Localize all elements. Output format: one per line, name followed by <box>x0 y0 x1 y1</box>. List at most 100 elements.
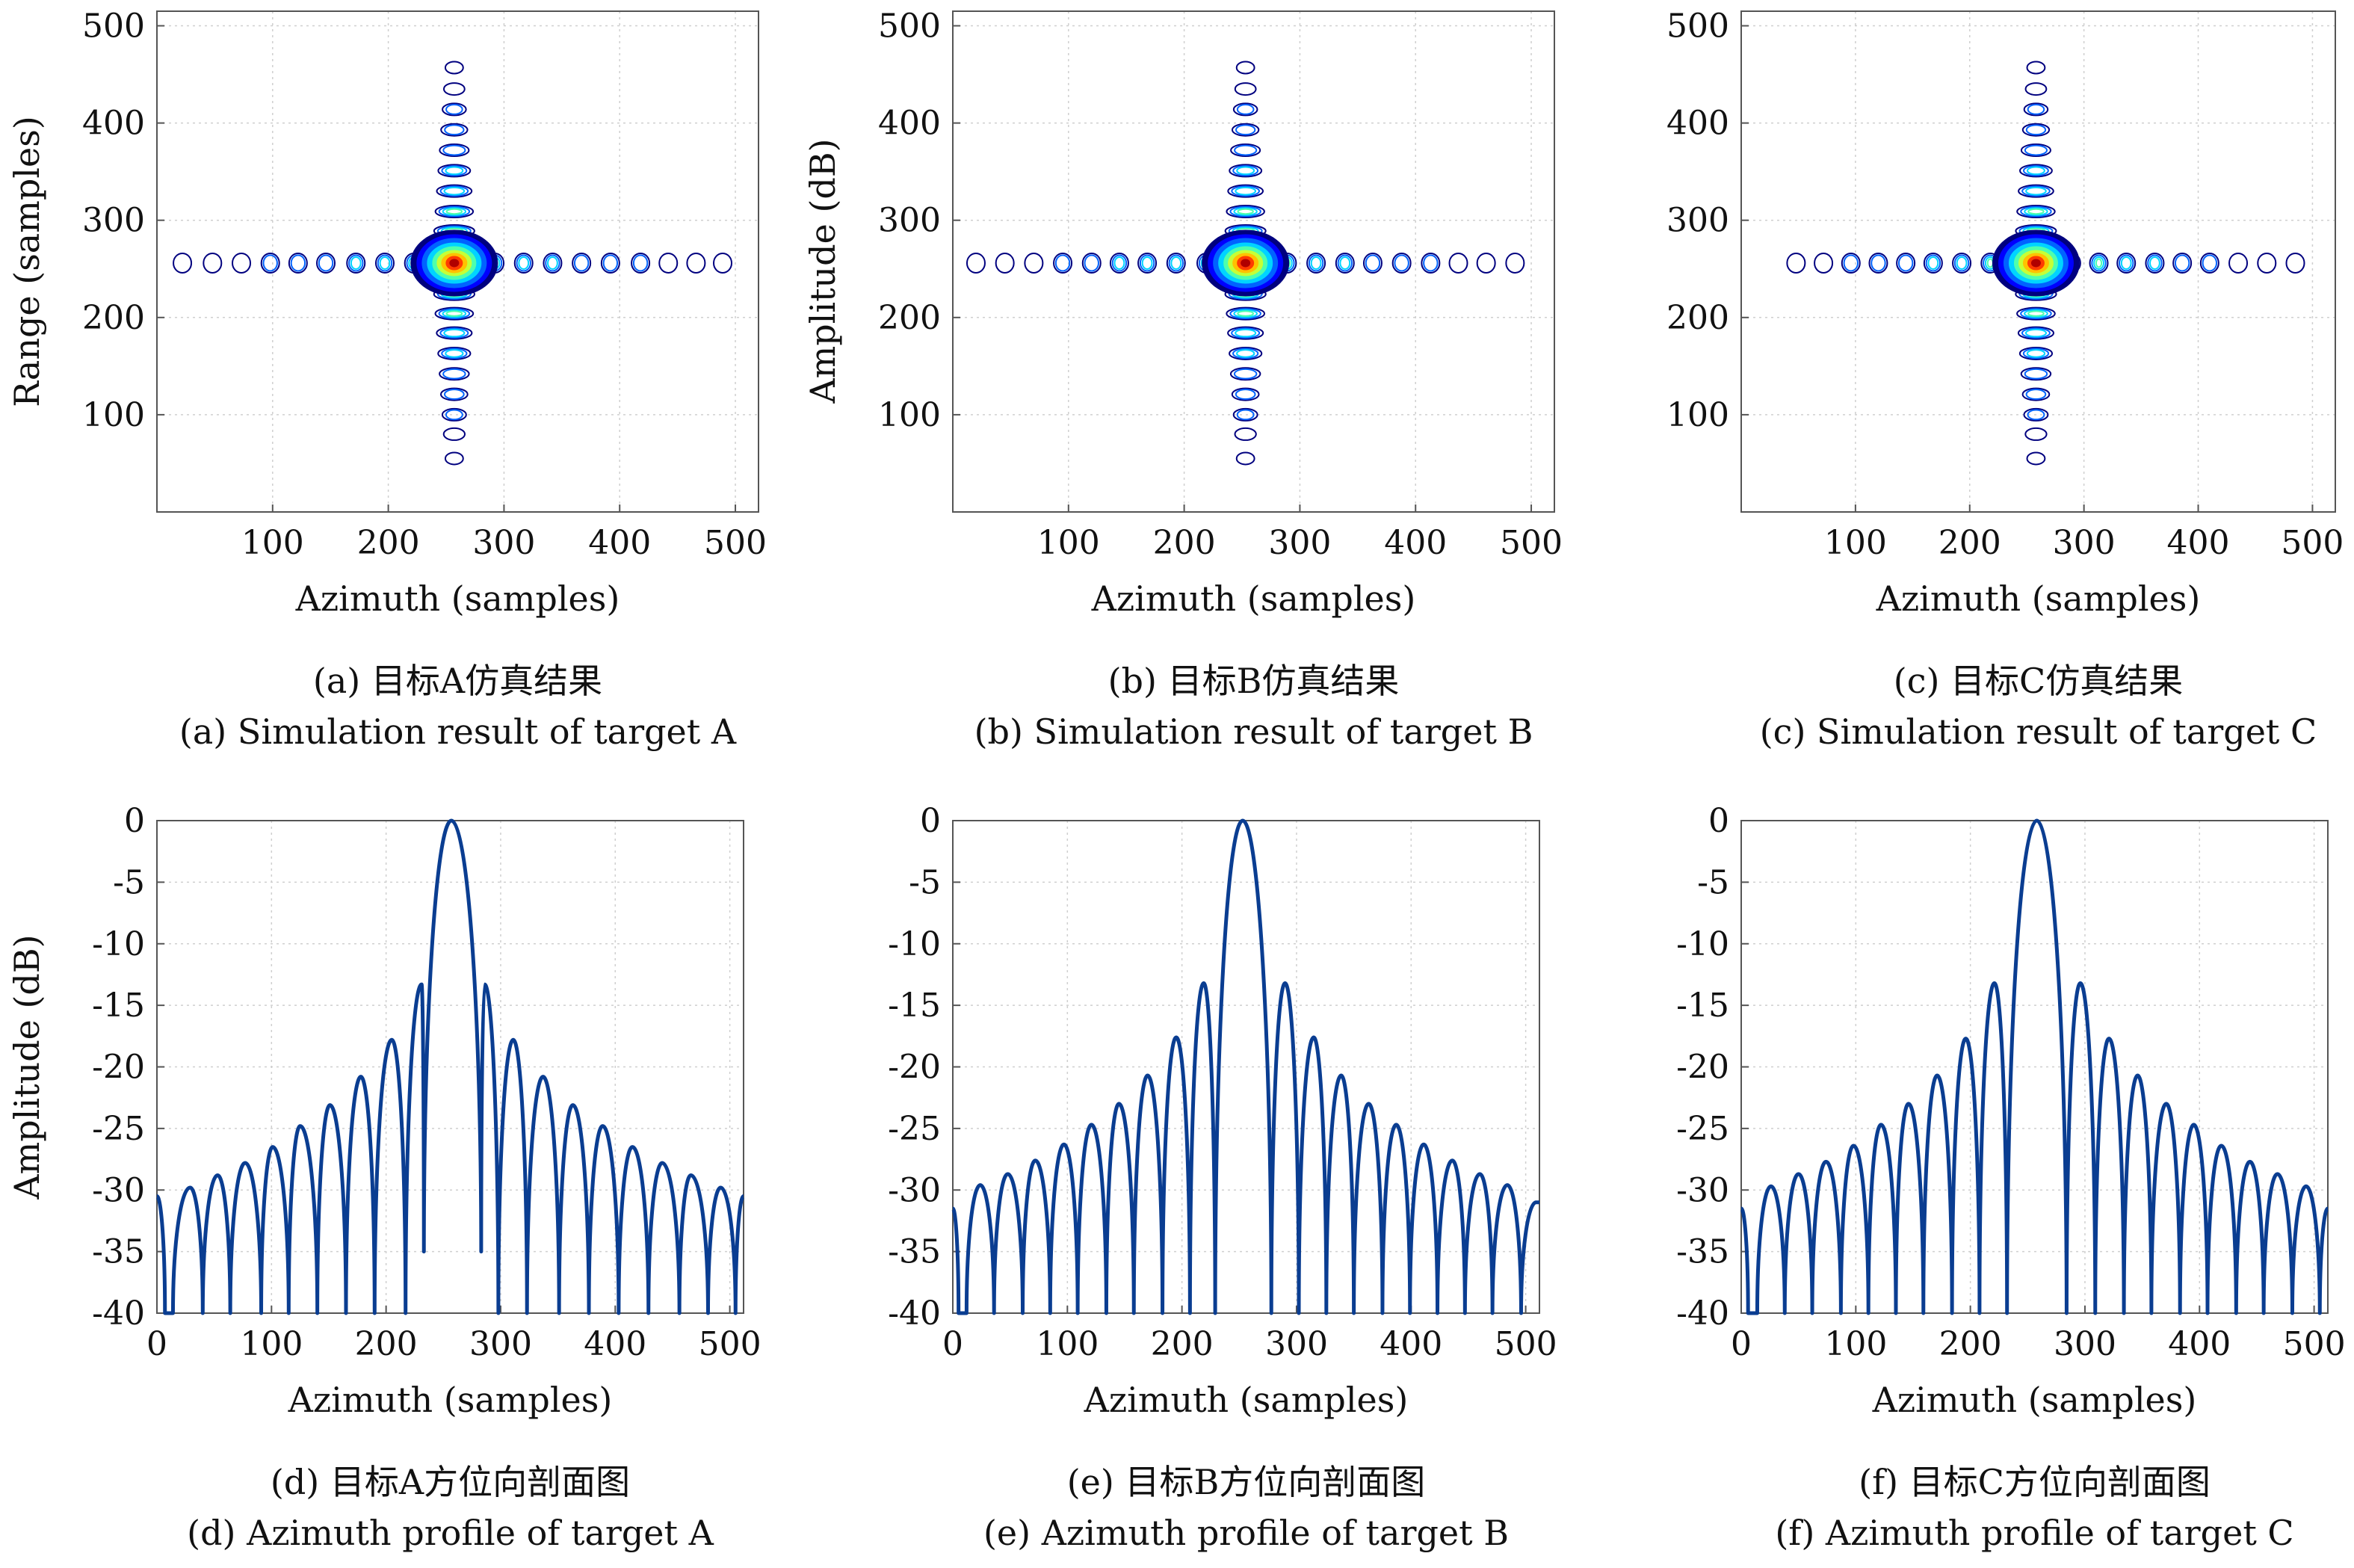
range-sidelobe <box>439 367 470 381</box>
range-sidelobe <box>2024 82 2048 96</box>
range-sidelobe <box>1226 205 1265 218</box>
range-sidelobe <box>445 103 463 115</box>
range-sidelobe <box>1235 186 1257 196</box>
x-tick-label: 500 <box>2281 524 2344 562</box>
range-sidelobe <box>1237 208 1254 215</box>
range-sidelobe <box>1235 328 1257 338</box>
range-sidelobe <box>1232 164 1259 176</box>
caption-en: (a) Simulation result of target A <box>179 712 737 752</box>
panel-d: 0 100 200 300 400 500 0 -5 -10 -15 -20 -25 -30 -35 -40… <box>7 802 762 1553</box>
range-sidelobe <box>1234 82 1257 96</box>
range-sidelobe <box>1236 409 1255 421</box>
azimuth-sidelobe <box>1421 252 1441 274</box>
y-tick-label: -10 <box>92 925 145 963</box>
range-sidelobe <box>2023 102 2049 117</box>
range-sidelobe <box>434 306 475 321</box>
range-sidelobe <box>1236 166 1255 176</box>
y-tick-label: 100 <box>82 396 145 434</box>
x-tick-label: 100 <box>240 1325 303 1363</box>
azimuth-sidelobe <box>2174 254 2190 272</box>
caption-en: (f) Azimuth profile of target C <box>1775 1513 2293 1553</box>
y-tick-label: 500 <box>82 7 145 46</box>
main-lobe-contour <box>2030 259 2041 268</box>
range-sidelobe <box>439 185 469 197</box>
range-sidelobe <box>1233 368 1258 380</box>
range-sidelobe <box>439 327 469 339</box>
x-tick-label: 300 <box>469 1325 532 1363</box>
range-sidelobe <box>1235 451 1255 466</box>
y-tick-label: -15 <box>92 987 145 1025</box>
y-tick-label: 500 <box>878 7 941 46</box>
azimuth-sidelobe <box>2202 254 2218 272</box>
x-tick-label: 500 <box>1495 1325 1557 1363</box>
azimuth-sidelobe <box>1111 254 1128 272</box>
azimuth-sidelobe <box>1505 252 1525 274</box>
range-sidelobe <box>1235 389 1256 400</box>
range-sidelobe <box>2022 164 2049 176</box>
azimuth-sidelobe <box>1339 256 1351 270</box>
caption-cn: (e) 目标B方位向剖面图 <box>1067 1462 1426 1502</box>
x-axis-label: Azimuth (samples) <box>288 1380 613 1420</box>
amplitude-profile-line <box>1739 818 2330 1315</box>
azimuth-sidelobe <box>1956 256 1968 270</box>
range-sidelobe <box>1235 124 1256 136</box>
range-sidelobe <box>436 184 473 198</box>
azimuth-sidelobe <box>1868 252 1888 274</box>
x-tick-label: 400 <box>2167 524 2230 562</box>
y-tick-label: 500 <box>1666 7 1729 46</box>
azimuth-sidelobe <box>1113 256 1125 270</box>
azimuth-sidelobe <box>572 252 592 274</box>
panel-a: 100 200 300 400 500 100 200 300 400 500 Azimuth (s… <box>7 7 767 752</box>
azimuth-sidelobe <box>262 254 278 272</box>
azimuth-sidelobe <box>1896 252 1916 274</box>
range-sidelobe <box>2027 409 2045 421</box>
x-tick-label: 100 <box>1037 524 1100 562</box>
y-tick-label: -15 <box>888 987 941 1025</box>
azimuth-sidelobe <box>1923 252 1943 274</box>
range-sidelobe <box>440 123 469 137</box>
range-sidelobe <box>1234 144 1258 156</box>
range-sidelobe <box>2023 407 2049 422</box>
y-tick-label: -30 <box>888 1171 941 1209</box>
plot-frame <box>156 10 759 513</box>
azimuth-sidelobe <box>2093 256 2104 270</box>
range-sidelobe <box>2018 164 2053 178</box>
range-sidelobe <box>444 61 464 75</box>
x-tick-label: 200 <box>1939 524 2001 562</box>
range-sidelobe <box>1229 346 1263 360</box>
azimuth-sidelobe <box>1084 254 1099 272</box>
range-sidelobe <box>442 309 467 318</box>
range-sidelobe <box>441 407 467 422</box>
range-sidelobe <box>1227 184 1264 198</box>
x-tick-label: 500 <box>704 524 767 562</box>
range-sidelobe <box>2027 103 2045 115</box>
range-sidelobe <box>442 102 467 117</box>
azimuth-sidelobe <box>1166 252 1186 274</box>
y-tick-label: -25 <box>92 1110 145 1148</box>
amplitude-profile-line <box>951 818 1539 1315</box>
azimuth-sidelobe <box>232 252 252 274</box>
azimuth-sidelobe <box>713 252 733 274</box>
azimuth-sidelobe <box>1423 254 1439 272</box>
azimuth-sidelobe <box>2228 252 2249 274</box>
azimuth-sidelobe <box>1814 252 1834 274</box>
x-tick-label: 200 <box>355 1325 418 1363</box>
panel-b: 100 200 300 400 500 100 200 300 400 500 Azimuth (s… <box>878 7 1563 752</box>
y-tick-label: 100 <box>878 396 941 434</box>
grid-lines <box>156 820 744 1314</box>
range-sidelobe <box>2024 427 2048 441</box>
azimuth-sidelobe <box>1897 254 1914 272</box>
x-axis-label: Azimuth (samples) <box>1091 578 1416 619</box>
range-sidelobe <box>441 348 468 359</box>
azimuth-sidelobe <box>260 252 280 274</box>
azimuth-sidelobe <box>350 256 362 270</box>
x-tick-label: 300 <box>472 524 535 562</box>
range-sidelobe <box>2026 61 2046 75</box>
range-sidelobe <box>1231 123 1260 137</box>
azimuth-sidelobe <box>1786 252 1806 274</box>
range-sidelobe <box>1231 387 1260 401</box>
azimuth-sidelobe <box>1137 252 1158 274</box>
azimuth-sidelobe <box>686 252 706 274</box>
range-sidelobe <box>2021 387 2051 401</box>
y-tick-label: -25 <box>1676 1110 1729 1148</box>
